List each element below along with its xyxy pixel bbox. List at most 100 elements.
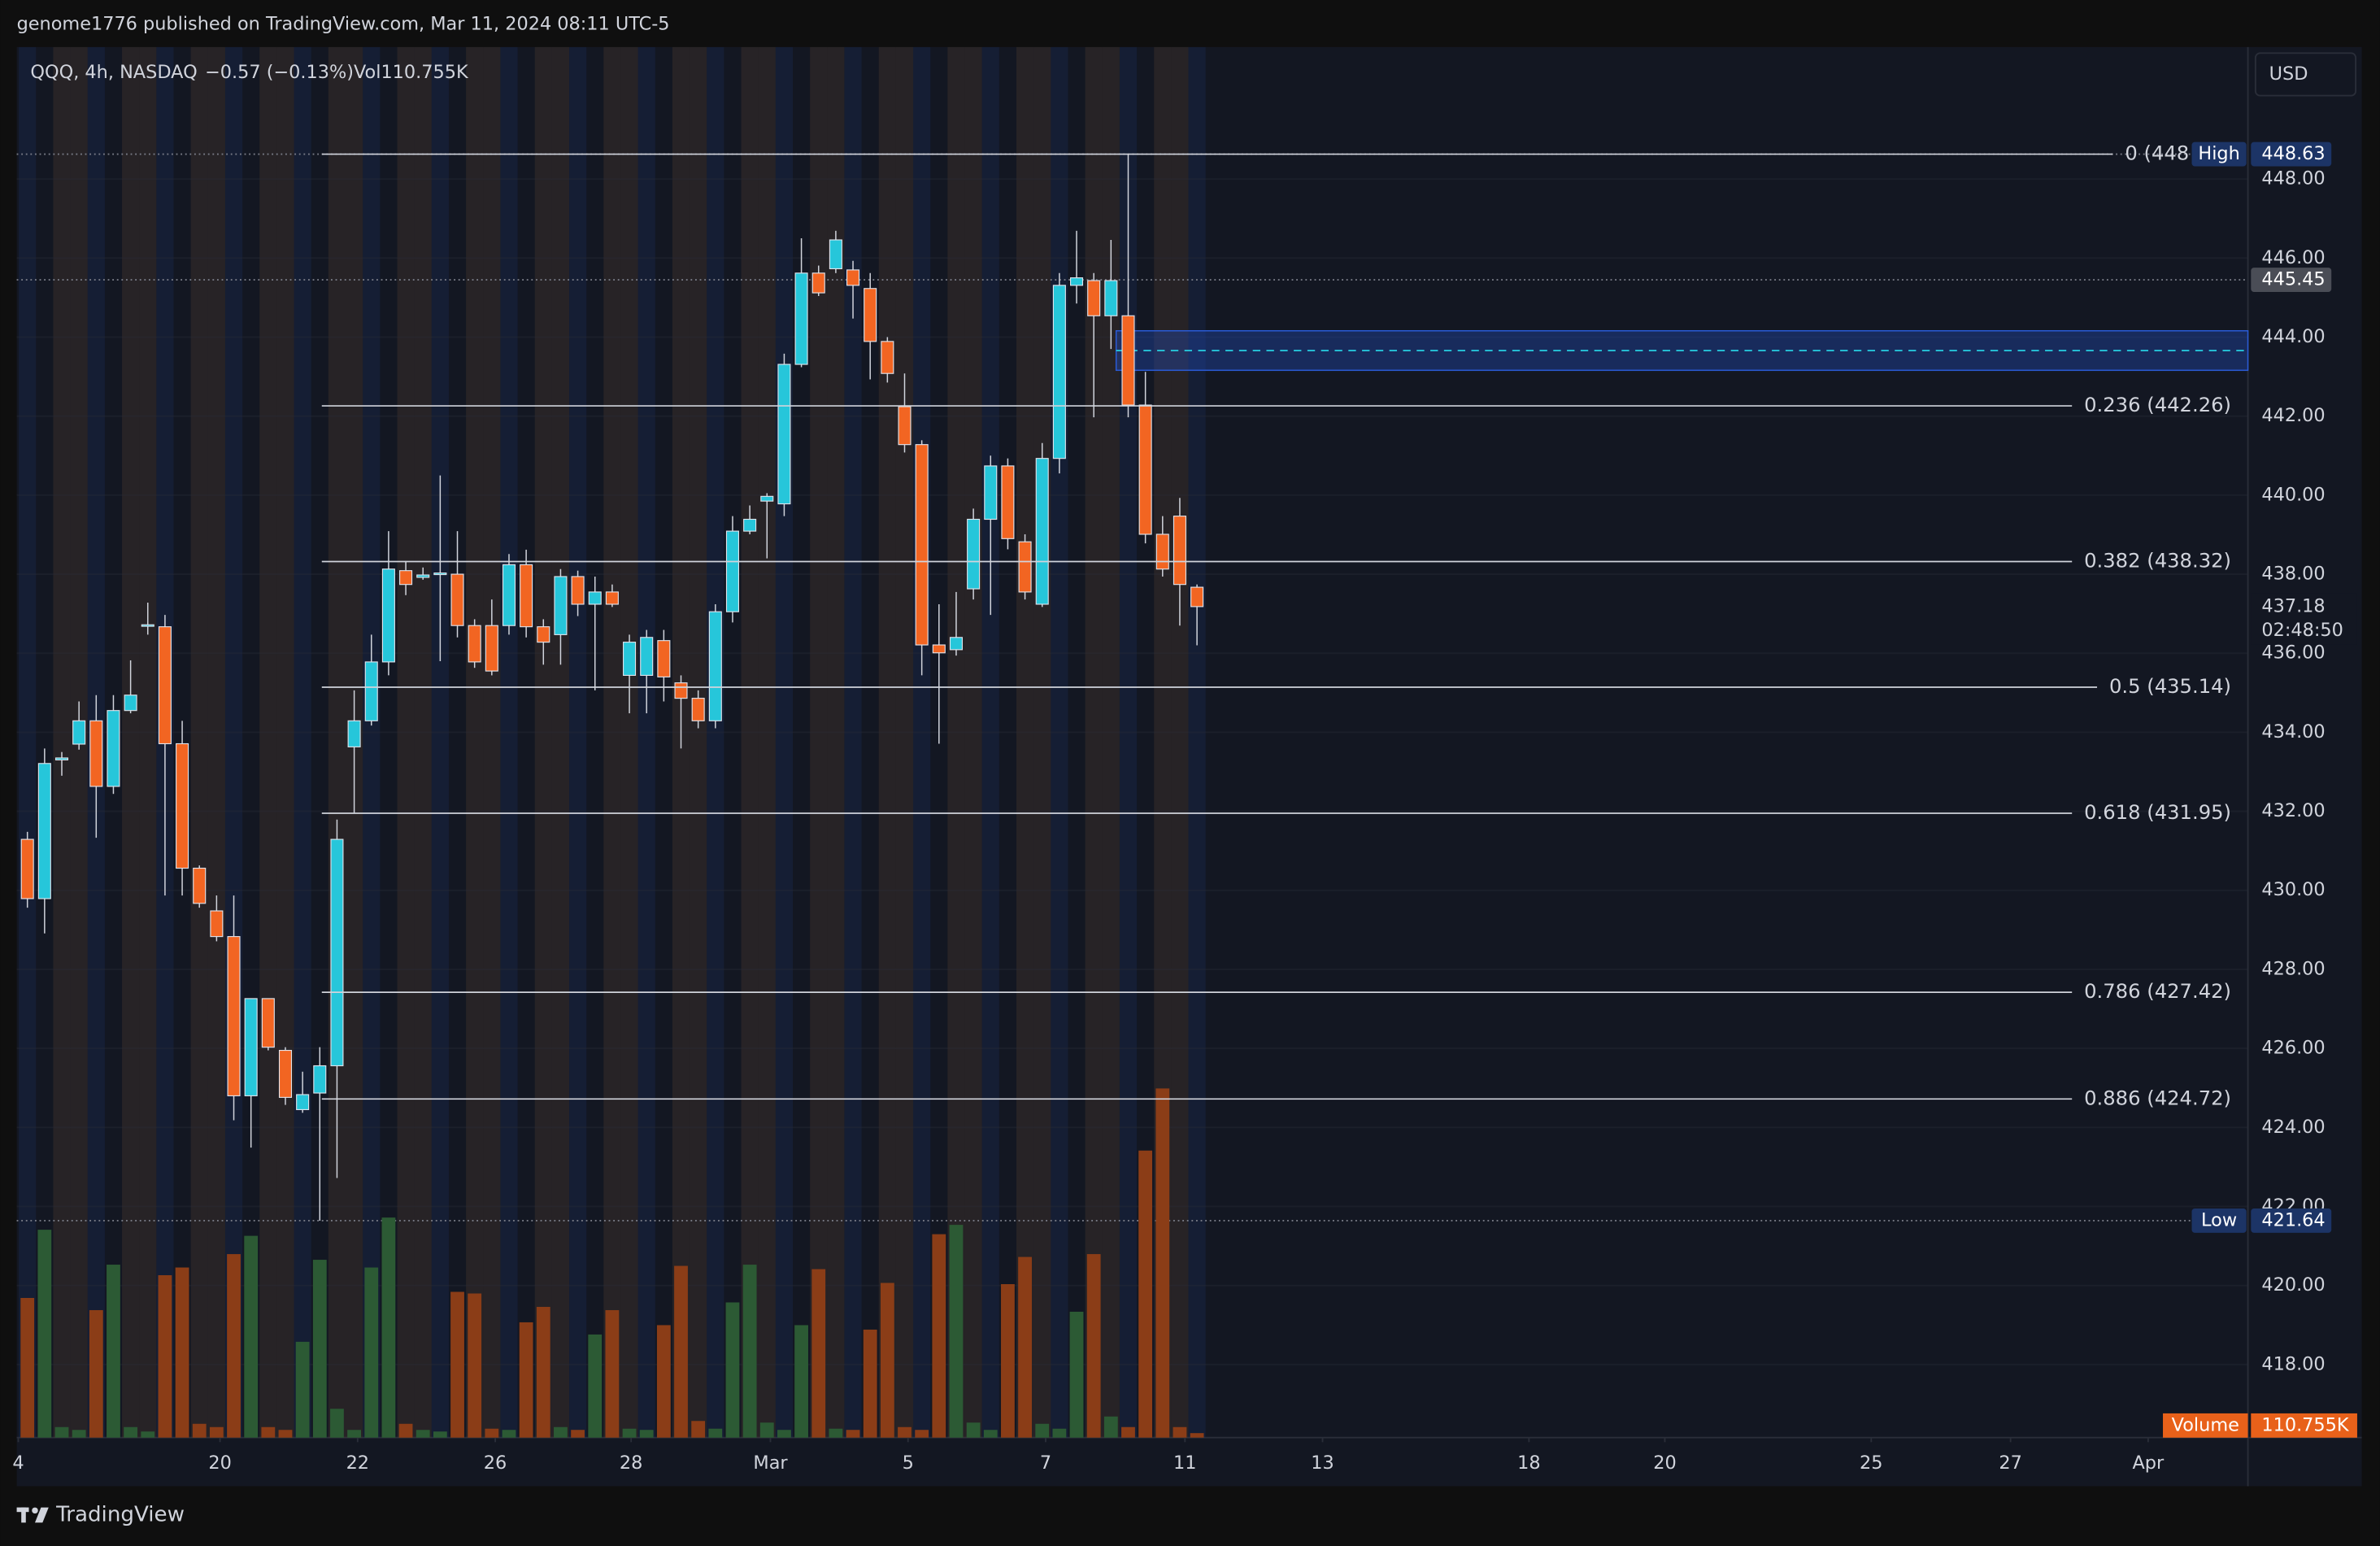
brand: TradingView: [16, 1502, 185, 1526]
volume-bar: [1035, 1423, 1050, 1438]
volume-bar: [89, 1309, 103, 1438]
price-tag-name-bg: [2191, 142, 2247, 167]
currency-label[interactable]: USD: [2269, 63, 2308, 85]
volume-bar: [1190, 1433, 1204, 1438]
volume-bar: [175, 1267, 189, 1438]
volume-bar: [966, 1422, 981, 1438]
x-tick-label: Mar: [753, 1452, 788, 1474]
volume-bar: [605, 1309, 620, 1438]
volume-bar: [708, 1428, 723, 1438]
volume-bar: [554, 1426, 568, 1438]
candle-body: [984, 465, 998, 520]
volume-tag-name-bg: [2163, 1413, 2248, 1438]
volume-bar: [107, 1265, 120, 1438]
x-tick-label: 4: [12, 1452, 24, 1474]
candle-body: [72, 720, 86, 745]
currency-button[interactable]: [2254, 52, 2357, 97]
volume-bar: [433, 1431, 447, 1438]
session-shade: [1102, 46, 1120, 1438]
candle-body: [760, 495, 774, 502]
price-tag: 421.64: [2261, 1209, 2325, 1230]
volume-bar: [742, 1265, 757, 1438]
fib-label: 0.382 (438.32): [2084, 548, 2231, 572]
candle-body: [1190, 586, 1204, 608]
candle-body: [725, 530, 739, 612]
y-tick-label: 426.00: [2261, 1038, 2325, 1059]
session-shade: [224, 46, 243, 1438]
volume-tag-name: Volume: [2172, 1414, 2239, 1435]
volume-bar: [1138, 1150, 1153, 1438]
y-tick-label: 418.00: [2261, 1353, 2325, 1374]
volume-bar: [227, 1254, 241, 1438]
session-shade: [1085, 46, 1103, 1438]
volume-bar: [381, 1217, 396, 1438]
session-shade: [981, 46, 999, 1438]
session-shade: [1171, 46, 1189, 1438]
session-shade: [878, 46, 896, 1438]
session-shade: [895, 46, 914, 1438]
candle-body: [1121, 315, 1135, 406]
volume-bar: [725, 1302, 740, 1438]
session-shade: [964, 46, 982, 1438]
volume-bar: [1052, 1428, 1067, 1438]
fib-label: 0.886 (424.72): [2084, 1086, 2231, 1109]
y-tick-label: 448.00: [2261, 168, 2325, 189]
x-tick-label: 20: [1653, 1452, 1676, 1474]
volume-bar: [639, 1430, 654, 1438]
candle-body: [640, 637, 654, 676]
candle-body: [347, 720, 361, 747]
volume-bar: [1155, 1088, 1170, 1438]
y-tick-label: 432.00: [2261, 800, 2325, 821]
y-tick-label: 428.00: [2261, 958, 2325, 979]
last-price: 437.18: [2261, 595, 2325, 616]
fib-label: 0.5 (435.14): [2109, 674, 2231, 698]
x-tick-label: 20: [208, 1452, 231, 1474]
y-tick-label: 434.00: [2261, 721, 2325, 743]
volume-bar: [398, 1423, 413, 1438]
volume-bar: [898, 1426, 912, 1438]
volume-bar: [192, 1423, 207, 1438]
session-shade: [827, 46, 845, 1438]
session-shade: [569, 46, 587, 1438]
price-tag-bg: [2251, 1208, 2332, 1233]
volume-bar: [811, 1269, 826, 1438]
session-shade: [637, 46, 655, 1438]
x-tick-label: Apr: [2133, 1452, 2165, 1474]
price-tag-name-bg: [2191, 1208, 2247, 1233]
candle-body: [416, 574, 430, 578]
candle-body: [193, 867, 207, 904]
candle-body: [176, 743, 189, 869]
logo-part: [21, 1507, 26, 1523]
session-shade: [775, 46, 794, 1438]
volume-bar: [1001, 1284, 1015, 1438]
volume-bar: [1121, 1426, 1135, 1438]
session-shade: [431, 46, 449, 1438]
session-shade: [328, 46, 346, 1438]
candle-body: [502, 564, 516, 626]
volume-bar: [209, 1426, 224, 1438]
price-tag-name: High: [2198, 143, 2239, 164]
candle-body: [708, 611, 722, 721]
candle-body: [588, 591, 602, 605]
volume-bar: [364, 1267, 379, 1438]
volume-bar: [278, 1430, 293, 1438]
session-shade: [294, 46, 311, 1438]
session-shade: [53, 46, 71, 1438]
candle-body: [1087, 280, 1101, 316]
session-shade: [397, 46, 415, 1438]
candle-body: [1104, 280, 1118, 316]
session-shade: [707, 46, 724, 1438]
candle-body: [657, 640, 671, 677]
x-tick-label: 5: [903, 1452, 914, 1474]
volume-bar: [794, 1325, 808, 1438]
candle-body: [210, 910, 224, 938]
price-tag-name: Low: [2201, 1209, 2237, 1230]
candle-body: [554, 576, 568, 635]
countdown: 02:48:50: [2261, 620, 2343, 641]
x-tick-label: 13: [1311, 1452, 1334, 1474]
candle-body: [811, 272, 825, 294]
session-shade: [500, 46, 518, 1438]
candle-body: [244, 998, 258, 1096]
fib-label: 0 (448: [2125, 142, 2189, 165]
session-shade: [19, 46, 37, 1438]
